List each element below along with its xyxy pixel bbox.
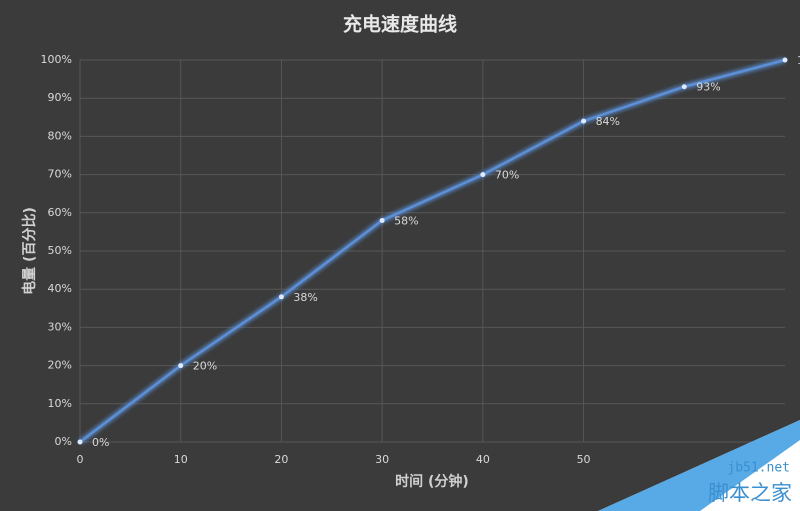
y-tick-label: 70% — [48, 168, 72, 181]
y-tick-label: 60% — [48, 206, 72, 219]
data-point — [379, 217, 385, 223]
data-label: 100% — [797, 54, 800, 67]
x-tick-label: 40 — [476, 453, 490, 466]
chart-title: 充电速度曲线 — [343, 13, 457, 36]
watermark-domain: jb51.net — [727, 461, 790, 476]
data-label: 58% — [394, 214, 418, 227]
x-tick-label: 50 — [577, 453, 591, 466]
data-point — [581, 118, 587, 124]
x-tick-label: 30 — [375, 453, 389, 466]
series-line — [79, 58, 786, 443]
x-tick-label: 0 — [77, 453, 84, 466]
y-tick-label: 90% — [48, 91, 72, 104]
data-label: 84% — [596, 115, 620, 128]
y-tick-label: 20% — [48, 359, 72, 372]
data-point — [782, 57, 788, 63]
data-point — [77, 439, 83, 445]
y-tick-label: 80% — [48, 129, 72, 142]
data-label: 0% — [92, 436, 109, 449]
data-label: 38% — [293, 291, 317, 304]
data-label: 70% — [495, 169, 519, 182]
y-tick-label: 100% — [41, 53, 72, 66]
x-tick-label: 10 — [174, 453, 188, 466]
watermark-shape — [598, 420, 800, 511]
data-label: 20% — [193, 360, 217, 373]
data-point — [178, 363, 184, 369]
y-tick-label: 40% — [48, 282, 72, 295]
data-label: 93% — [696, 81, 720, 94]
y-axis-title: 电量 (百分比) — [21, 207, 38, 295]
x-tick-label: 20 — [274, 453, 288, 466]
data-point — [681, 84, 687, 90]
x-axis-title: 时间 (分钟) — [395, 473, 469, 490]
y-tick-label: 0% — [55, 435, 72, 448]
y-tick-label: 10% — [48, 397, 72, 410]
watermark-name: 脚本之家 — [708, 481, 792, 505]
data-point — [480, 172, 486, 178]
plot-area: 0% 10% 20% 30% 40% 50% 60% 70% 80% 90% 100% 0 10 20 30… — [41, 53, 800, 466]
y-tick-label: 30% — [48, 320, 72, 333]
data-point — [278, 294, 284, 300]
y-tick-label: 50% — [48, 244, 72, 257]
